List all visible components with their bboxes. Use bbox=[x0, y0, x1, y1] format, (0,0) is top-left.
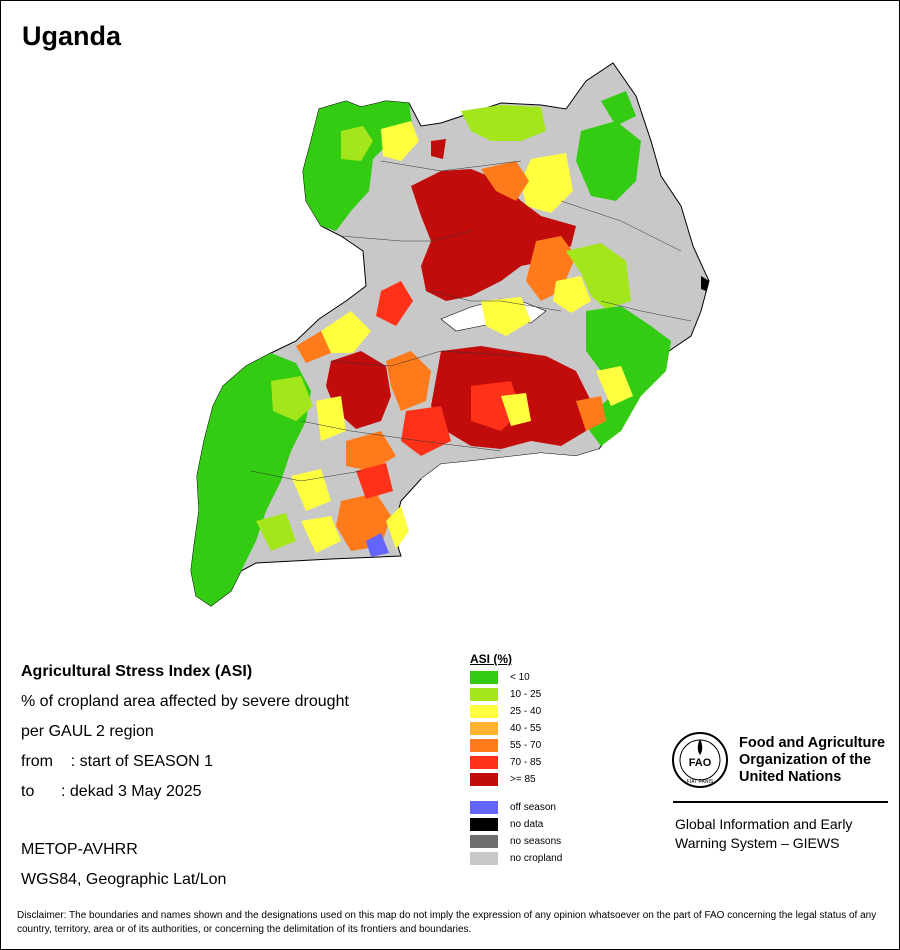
legend: ASI (%) < 10 10 - 25 25 - 40 40 - 55 55 - 70… bbox=[470, 652, 562, 867]
legend-class-swatch bbox=[470, 705, 498, 718]
legend-special-row: no data bbox=[470, 816, 562, 833]
legend-class-row: 10 - 25 bbox=[470, 686, 562, 703]
legend-title: ASI (%) bbox=[470, 652, 512, 666]
region-karamoja-green bbox=[576, 121, 641, 201]
region-orange-central bbox=[386, 351, 431, 411]
region-yellow-center-n bbox=[553, 276, 591, 313]
region-offseason bbox=[366, 533, 389, 557]
legend-class-label: 40 - 55 bbox=[510, 723, 542, 734]
region-nodata bbox=[701, 276, 709, 291]
legend-special-row: no cropland bbox=[470, 850, 562, 867]
index-description: % of cropland area affected by severe dr… bbox=[21, 693, 349, 710]
legend-special-row: no seasons bbox=[470, 833, 562, 850]
region-orange-north bbox=[481, 161, 529, 201]
legend-special-swatch bbox=[470, 835, 498, 848]
map-title: Uganda bbox=[22, 21, 122, 51]
fao-name: Food and Agriculture Organization of the… bbox=[739, 735, 899, 786]
region-sw-lightgreen bbox=[271, 376, 313, 421]
region-yellow-west1 bbox=[321, 311, 371, 353]
legend-class-label: >= 85 bbox=[510, 774, 536, 785]
giews-line2: Warning System – GIEWS bbox=[675, 835, 840, 851]
map-source-info: METOP-AVHRR WGS84, Geographic Lat/Lon bbox=[21, 835, 226, 895]
region-north-yellow-1 bbox=[381, 121, 419, 161]
region-sw-green bbox=[191, 353, 311, 606]
legend-special-swatch bbox=[470, 852, 498, 865]
legend-class-row: 70 - 85 bbox=[470, 754, 562, 771]
region-yellow-center bbox=[481, 297, 531, 336]
uganda-map bbox=[190, 62, 710, 607]
region-east-yellow bbox=[596, 366, 633, 406]
fao-logo-motto: FIAT PANIS bbox=[687, 779, 714, 785]
legend-class-label: 70 - 85 bbox=[510, 757, 542, 768]
legend-special-label: no seasons bbox=[510, 836, 562, 847]
region-sw-yellow1 bbox=[291, 469, 331, 511]
index-title: Agricultural Stress Index (ASI) bbox=[21, 663, 253, 680]
fao-name-line1: Food and Agriculture bbox=[739, 735, 886, 751]
legend-class-row: 40 - 55 bbox=[470, 720, 562, 737]
legend-class-label: < 10 bbox=[510, 672, 530, 683]
legend-class-label: 10 - 25 bbox=[510, 689, 542, 700]
region-orange-center2 bbox=[401, 406, 451, 456]
map-info: Agricultural Stress Index (ASI) % of cro… bbox=[21, 657, 349, 807]
legend-class-swatch bbox=[470, 722, 498, 735]
sensor-label: METOP-AVHRR bbox=[21, 841, 138, 858]
region-red-north-1 bbox=[411, 169, 576, 301]
region-orange-west bbox=[376, 281, 413, 326]
fao-name-line3: United Nations bbox=[739, 769, 842, 785]
region-north-yellow-2 bbox=[521, 153, 573, 213]
disclaimer: Disclaimer: The boundaries and names sho… bbox=[17, 910, 877, 935]
region-yellow-center-w bbox=[316, 396, 346, 441]
legend-special-label: no cropland bbox=[510, 853, 563, 864]
region-green-east1 bbox=[566, 243, 631, 309]
region-north-lightgreen bbox=[461, 105, 546, 141]
legend-class-row: < 10 bbox=[470, 669, 562, 686]
legend-special-swatch bbox=[470, 801, 498, 814]
lake-victoria bbox=[421, 449, 601, 487]
region-orange-se bbox=[576, 396, 606, 431]
giews-name: Global Information and Early Warning Sys… bbox=[675, 815, 895, 853]
region-karamoja-green2 bbox=[601, 91, 636, 126]
legend-special-label: off season bbox=[510, 802, 556, 813]
region-orange-center3 bbox=[346, 431, 396, 471]
legend-class-swatch bbox=[470, 756, 498, 769]
fao-divider bbox=[673, 801, 888, 803]
region-yellow-central-s bbox=[501, 393, 531, 426]
region-sw-yellow3 bbox=[386, 506, 409, 549]
region-sw-lightgreen2 bbox=[256, 513, 296, 551]
legend-class-swatch bbox=[470, 773, 498, 786]
legend-special-swatch bbox=[470, 818, 498, 831]
fao-logo-letters: FAO bbox=[689, 757, 712, 769]
region-orange-w1 bbox=[296, 331, 331, 363]
legend-class-label: 55 - 70 bbox=[510, 740, 542, 751]
legend-class-row: 55 - 70 bbox=[470, 737, 562, 754]
legend-class-label: 25 - 40 bbox=[510, 706, 542, 717]
legend-class-swatch bbox=[470, 739, 498, 752]
region-east-green bbox=[586, 306, 671, 446]
giews-line1: Global Information and Early bbox=[675, 816, 853, 832]
period-from: from : start of SEASON 1 bbox=[21, 753, 214, 770]
district-boundaries bbox=[250, 160, 692, 482]
region-sw-yellow2 bbox=[301, 516, 341, 553]
legend-class-row: >= 85 bbox=[470, 771, 562, 788]
legend-class-swatch bbox=[470, 688, 498, 701]
legend-special-label: no data bbox=[510, 819, 544, 830]
period-to: to : dekad 3 May 2025 bbox=[21, 783, 202, 800]
fao-logo: FAO FIAT PANIS bbox=[672, 732, 728, 788]
legend-special: off season no data no seasons no cropland bbox=[470, 799, 562, 867]
projection-label: WGS84, Geographic Lat/Lon bbox=[21, 871, 227, 888]
legend-special-row: off season bbox=[470, 799, 562, 816]
fao-name-line2: Organization of the bbox=[739, 752, 872, 768]
region-red-north-2 bbox=[431, 139, 446, 159]
legend-classes: < 10 10 - 25 25 - 40 40 - 55 55 - 70 70 - 85 >… bbox=[470, 669, 562, 788]
region-westnile-2 bbox=[341, 126, 373, 161]
index-unit: per GAUL 2 region bbox=[21, 723, 154, 740]
legend-class-row: 25 - 40 bbox=[470, 703, 562, 720]
region-sw-red bbox=[356, 463, 393, 499]
legend-class-swatch bbox=[470, 671, 498, 684]
